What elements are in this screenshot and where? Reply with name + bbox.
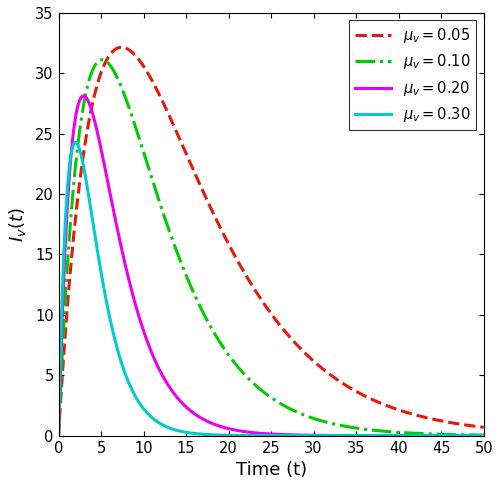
$\mu_v = 0.10$ bbox=[218, 342, 224, 348]
$\mu_v = 0.30$ bbox=[480, 433, 486, 438]
$\mu_v = 0.30$ bbox=[72, 139, 78, 145]
$\mu_v = 0.10$ bbox=[237, 366, 243, 372]
$\mu_v = 0.30$ bbox=[426, 433, 432, 438]
$\mu_v = 0.10$ bbox=[56, 433, 62, 438]
$\mu_v = 0.30$ bbox=[237, 433, 243, 438]
Line: $\mu_v = 0.30$: $\mu_v = 0.30$ bbox=[58, 142, 484, 435]
$\mu_v = 0.10$ bbox=[99, 57, 105, 63]
$\mu_v = 0.10$ bbox=[130, 115, 136, 121]
$\mu_v = 0.05$ bbox=[218, 228, 224, 234]
$\mu_v = 0.20$ bbox=[80, 93, 86, 99]
$\mu_v = 0.05$ bbox=[426, 416, 432, 421]
$\mu_v = 0.20$ bbox=[130, 291, 136, 296]
$\mu_v = 0.30$ bbox=[130, 388, 136, 394]
Y-axis label: $I_v(t)$: $I_v(t)$ bbox=[7, 207, 28, 242]
$\mu_v = 0.30$ bbox=[56, 433, 62, 438]
$\mu_v = 0.10$ bbox=[480, 432, 486, 438]
$\mu_v = 0.05$ bbox=[237, 262, 243, 268]
$\mu_v = 0.10$ bbox=[104, 59, 110, 65]
$\mu_v = 0.20$ bbox=[237, 428, 243, 434]
Legend: $\mu_v = 0.05$, $\mu_v = 0.10$, $\mu_v = 0.20$, $\mu_v = 0.30$: $\mu_v = 0.05$, $\mu_v = 0.10$, $\mu_v =… bbox=[349, 20, 476, 130]
X-axis label: Time (t): Time (t) bbox=[236, 461, 306, 479]
$\mu_v = 0.20$ bbox=[480, 433, 486, 438]
$\mu_v = 0.05$ bbox=[480, 424, 486, 430]
$\mu_v = 0.05$ bbox=[56, 433, 62, 438]
$\mu_v = 0.30$ bbox=[104, 302, 110, 308]
$\mu_v = 0.10$ bbox=[472, 432, 478, 438]
$\mu_v = 0.30$ bbox=[218, 432, 224, 438]
$\mu_v = 0.20$ bbox=[218, 424, 224, 430]
$\mu_v = 0.30$ bbox=[472, 433, 478, 438]
$\mu_v = 0.20$ bbox=[104, 176, 110, 182]
Line: $\mu_v = 0.05$: $\mu_v = 0.05$ bbox=[58, 47, 484, 435]
$\mu_v = 0.05$ bbox=[118, 44, 124, 50]
Line: $\mu_v = 0.10$: $\mu_v = 0.10$ bbox=[58, 60, 484, 435]
$\mu_v = 0.05$ bbox=[472, 423, 478, 429]
$\mu_v = 0.20$ bbox=[472, 433, 478, 438]
Line: $\mu_v = 0.20$: $\mu_v = 0.20$ bbox=[58, 96, 484, 435]
$\mu_v = 0.20$ bbox=[56, 433, 62, 438]
$\mu_v = 0.20$ bbox=[426, 433, 432, 438]
$\mu_v = 0.10$ bbox=[426, 431, 432, 437]
$\mu_v = 0.05$ bbox=[104, 56, 110, 62]
$\mu_v = 0.05$ bbox=[130, 50, 136, 55]
